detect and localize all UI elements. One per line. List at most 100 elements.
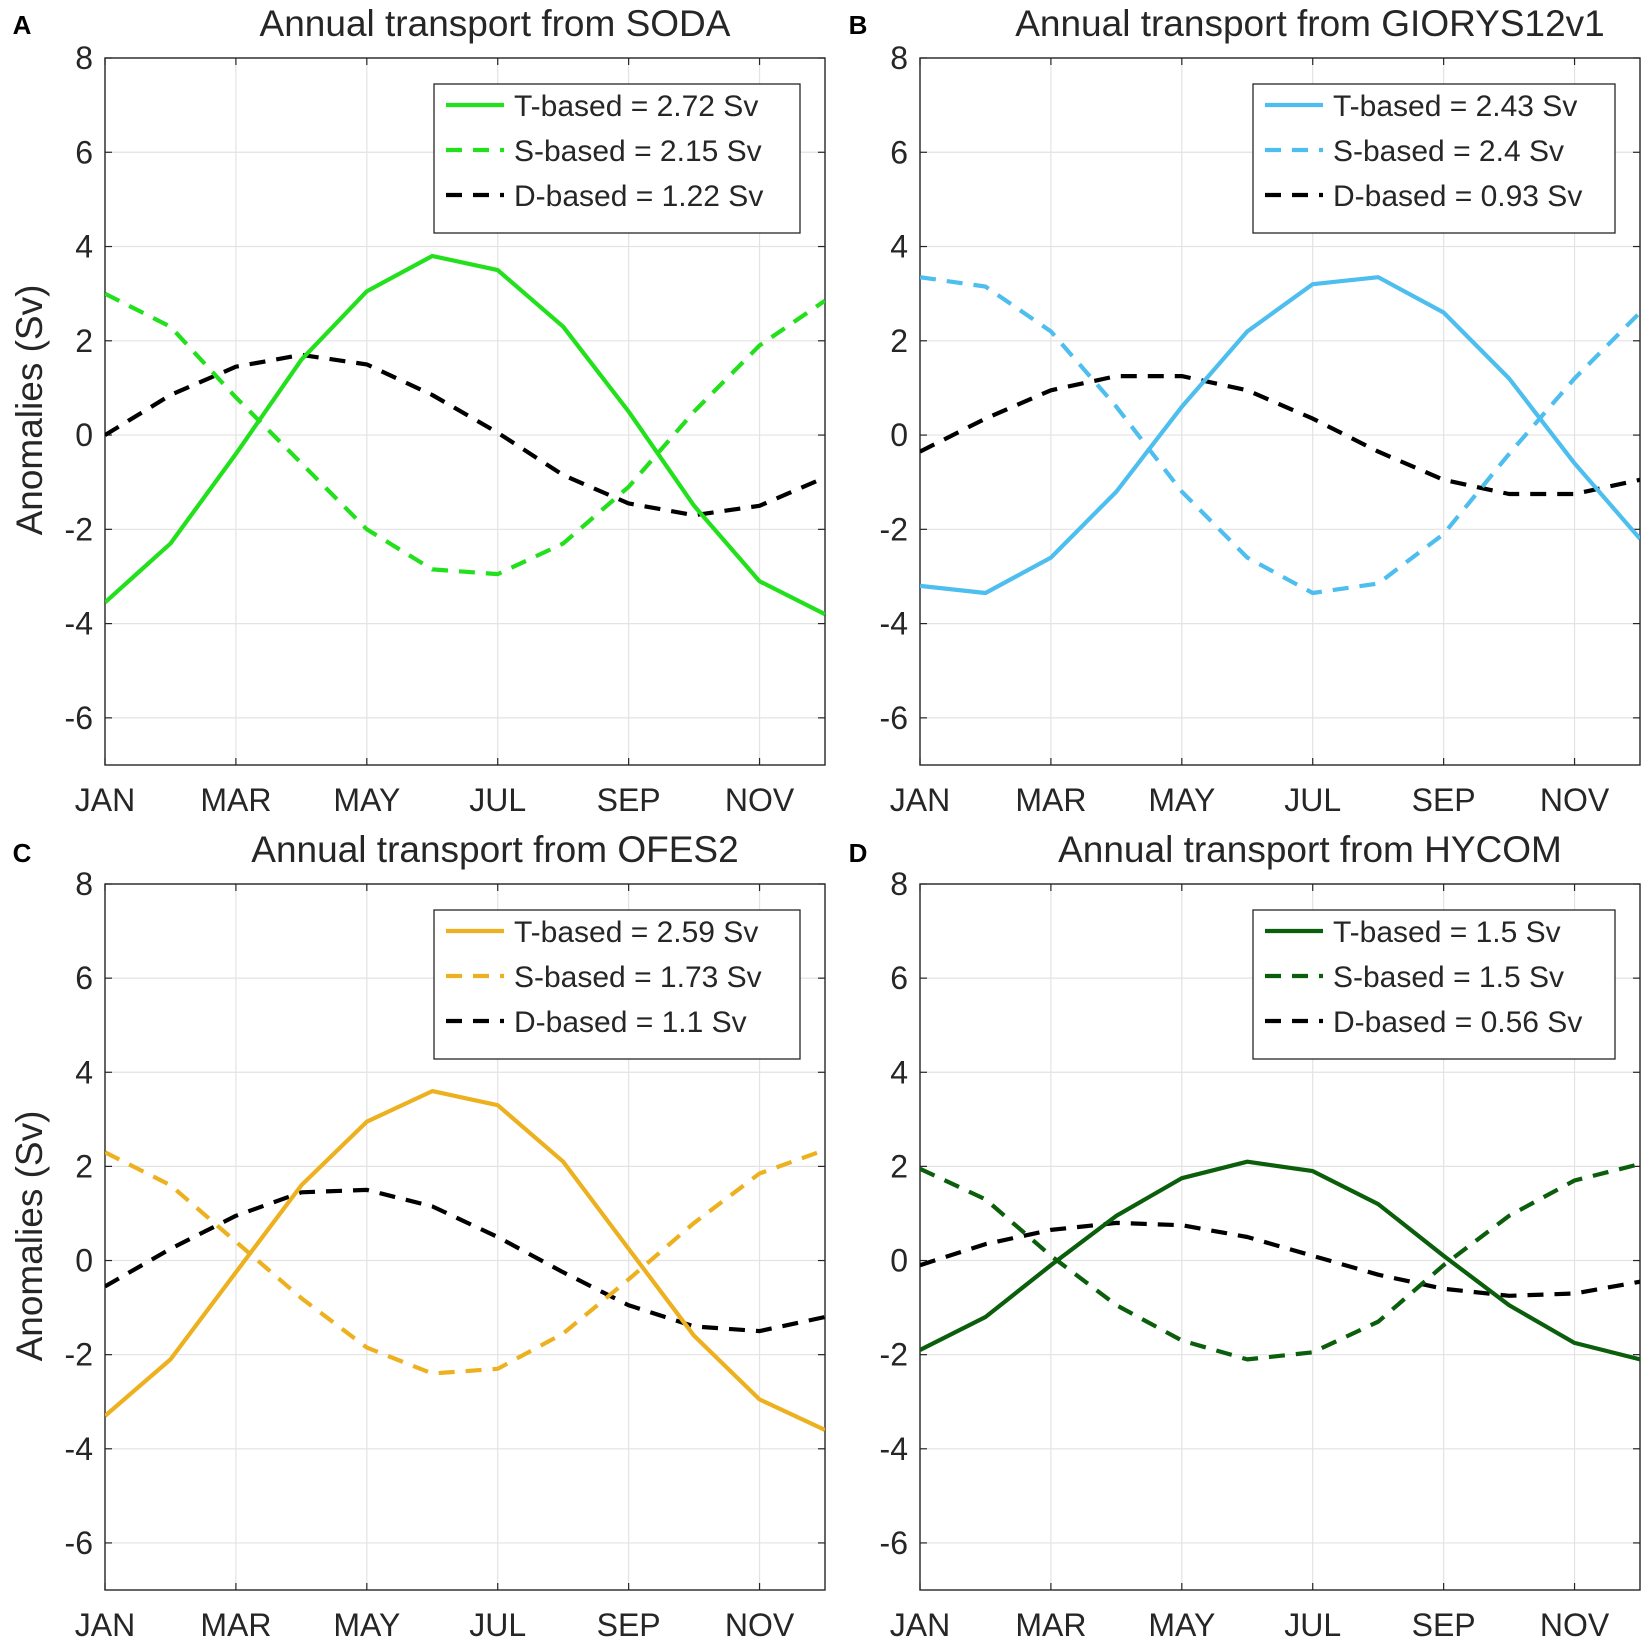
series-line <box>920 275 1640 596</box>
series-line <box>105 1088 825 1432</box>
legend-entry: S-based = 2.4 Sv <box>1333 135 1564 168</box>
legend-entry: S-based = 1.5 Sv <box>1333 961 1564 994</box>
series-group <box>105 253 825 617</box>
panel-label: C <box>13 838 32 868</box>
axes-box <box>104 883 826 1591</box>
chart-panel-b: -6 -4 -2 0 2 4 6 8 JAN MAR MAY JUL SEP NOV Annual tran… <box>849 3 1641 818</box>
y-tick-label: 0 <box>75 417 93 453</box>
x-tick-label: JAN <box>890 782 950 818</box>
y-tick-label: 2 <box>890 1148 908 1184</box>
legend-entry: D-based = 0.93 Sv <box>1333 180 1582 213</box>
legend-box <box>433 909 801 1060</box>
series-line <box>920 1161 1640 1362</box>
y-tick-label: 4 <box>890 229 908 265</box>
x-tick-label: JAN <box>75 782 135 818</box>
y-tick-label: -2 <box>65 511 93 547</box>
series-group <box>105 1088 825 1432</box>
y-tick-label: 8 <box>890 866 908 902</box>
x-tick-label: NOV <box>725 782 795 818</box>
y-tick-label: -4 <box>880 1431 908 1467</box>
x-tick-label: JUL <box>469 1607 526 1643</box>
y-tick-label: -2 <box>880 1337 908 1373</box>
axes-box <box>919 883 1641 1591</box>
legend-entry: D-based = 0.56 Sv <box>1333 1006 1582 1039</box>
panel-label: A <box>13 10 32 40</box>
series-line <box>920 1159 1640 1362</box>
y-tick-label: 8 <box>75 40 93 76</box>
y-tick-label: 4 <box>75 1054 93 1090</box>
series-line <box>105 253 825 617</box>
x-tick-label: JUL <box>1284 1607 1341 1643</box>
y-tick-label: -6 <box>880 700 908 736</box>
legend-entry: S-based = 1.73 Sv <box>514 961 762 994</box>
series-group <box>920 1159 1640 1362</box>
y-tick-label: 8 <box>75 866 93 902</box>
y-tick-label: 6 <box>75 960 93 996</box>
series-line <box>105 352 825 518</box>
y-tick-label: 4 <box>75 229 93 265</box>
x-tick-label: SEP <box>597 782 661 818</box>
x-tick-label: JAN <box>75 1607 135 1643</box>
y-tick-label: 6 <box>890 960 908 996</box>
legend-entry: T-based = 2.59 Sv <box>514 916 758 949</box>
y-tick-label: -6 <box>880 1525 908 1561</box>
x-tick-label: SEP <box>1412 782 1476 818</box>
y-tick-label: -2 <box>65 1337 93 1373</box>
panel-label: D <box>849 838 868 868</box>
y-tick-label: -6 <box>65 700 93 736</box>
x-tick-label: MAR <box>1015 782 1086 818</box>
y-tick-label: -4 <box>880 606 908 642</box>
y-tick-label: 6 <box>890 134 908 170</box>
x-tick-label: MAY <box>333 1607 400 1643</box>
y-axis-label: Anomalies (Sv) <box>9 285 50 536</box>
y-tick-label: 6 <box>75 134 93 170</box>
y-tick-label: 8 <box>890 40 908 76</box>
x-tick-label: JUL <box>1284 782 1341 818</box>
x-tick-label: JUL <box>469 782 526 818</box>
series-group <box>920 275 1640 596</box>
x-tick-label: MAR <box>200 1607 271 1643</box>
legend-entry: D-based = 1.22 Sv <box>514 180 763 213</box>
y-tick-label: 4 <box>890 1054 908 1090</box>
axes-box <box>104 57 826 766</box>
x-tick-label: JAN <box>890 1607 950 1643</box>
y-tick-label: 2 <box>75 1148 93 1184</box>
chart-panel-c: -6 -4 -2 0 2 4 6 8 JAN MAR MAY JUL SEP NOV Annual tran… <box>9 829 826 1643</box>
y-tick-label: 0 <box>890 1243 908 1279</box>
y-tick-label: -4 <box>65 606 93 642</box>
x-tick-label: MAR <box>200 782 271 818</box>
series-line <box>105 1147 825 1376</box>
y-tick-label: 2 <box>890 323 908 359</box>
x-tick-label: SEP <box>597 1607 661 1643</box>
series-line <box>105 1187 825 1334</box>
x-tick-label: MAY <box>1148 782 1215 818</box>
x-tick-label: MAR <box>1015 1607 1086 1643</box>
y-tick-label: 0 <box>75 1243 93 1279</box>
legend-entry: T-based = 2.43 Sv <box>1333 90 1577 123</box>
y-tick-label: -4 <box>65 1431 93 1467</box>
chart-panel-d: -6 -4 -2 0 2 4 6 8 JAN MAR MAY JUL SEP NOV Annual tran… <box>849 829 1641 1643</box>
x-tick-label: MAY <box>1148 1607 1215 1643</box>
chart-title: Annual transport from SODA <box>260 3 731 44</box>
legend-box <box>1252 909 1616 1060</box>
series-line <box>105 291 825 577</box>
x-tick-label: MAY <box>333 782 400 818</box>
y-axis-label: Anomalies (Sv) <box>9 1111 50 1362</box>
axes-box <box>919 57 1641 766</box>
chart-title: Annual transport from GIORYS12v1 <box>1015 3 1605 44</box>
x-tick-label: SEP <box>1412 1607 1476 1643</box>
legend-box <box>433 83 801 234</box>
legend-entry: T-based = 2.72 Sv <box>514 90 758 123</box>
chart-panel-a: -6 -4 -2 0 2 4 6 8 JAN MAR MAY JUL SEP NOV Annual tran… <box>9 3 826 818</box>
y-tick-label: 0 <box>890 417 908 453</box>
series-line <box>920 374 1640 497</box>
legend-entry: S-based = 2.15 Sv <box>514 135 762 168</box>
x-tick-label: NOV <box>1540 782 1610 818</box>
y-tick-label: -6 <box>65 1525 93 1561</box>
x-tick-label: NOV <box>1540 1607 1610 1643</box>
y-tick-label: 2 <box>75 323 93 359</box>
series-line <box>920 275 1640 596</box>
legend-entry: T-based = 1.5 Sv <box>1333 916 1561 949</box>
legend-box <box>1252 83 1616 234</box>
